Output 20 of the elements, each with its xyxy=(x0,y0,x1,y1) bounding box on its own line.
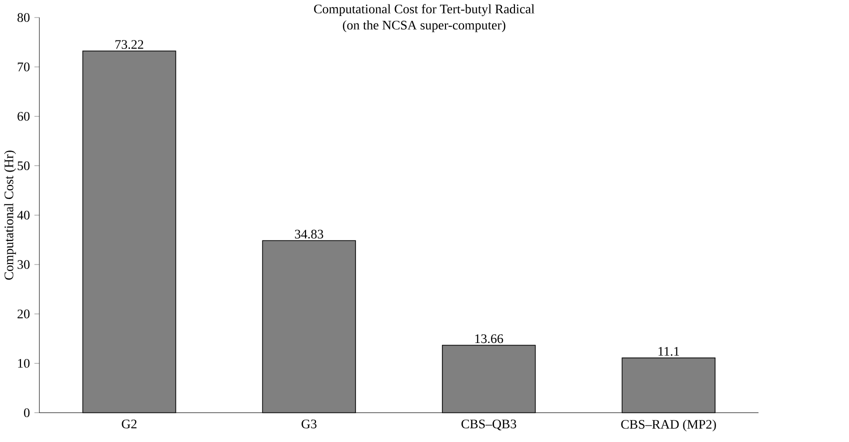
y-tick-label: 50 xyxy=(18,162,30,170)
chart-subtitle: (on the NCSA super-computer) xyxy=(342,20,506,32)
data-label: 73.22 xyxy=(115,40,144,50)
y-tick-label: 0 xyxy=(24,408,30,418)
data-label: 34.83 xyxy=(295,230,324,239)
data-label: 13.66 xyxy=(475,334,504,344)
chart-title: Computational Cost for Tert-butyl Radical xyxy=(314,4,534,16)
data-label: 11.1 xyxy=(658,347,679,356)
x-tick-label: CBS–RAD (MP2) xyxy=(621,420,716,432)
x-tick-label: G3 xyxy=(302,420,316,429)
x-tick-label: G2 xyxy=(122,420,136,429)
y-tick-label: 10 xyxy=(18,359,30,368)
y-tick-label: 30 xyxy=(18,260,30,270)
y-tick-label: 60 xyxy=(18,112,30,121)
y-tick-label: 20 xyxy=(18,310,30,319)
y-tick-label: 70 xyxy=(18,62,30,72)
y-tick-label: 80 xyxy=(18,13,30,22)
y-tick-label: 40 xyxy=(17,210,30,220)
y-axis-title: Computational Cost (Hr) xyxy=(4,150,16,280)
x-tick-label: CBS–QB3 xyxy=(461,420,516,431)
